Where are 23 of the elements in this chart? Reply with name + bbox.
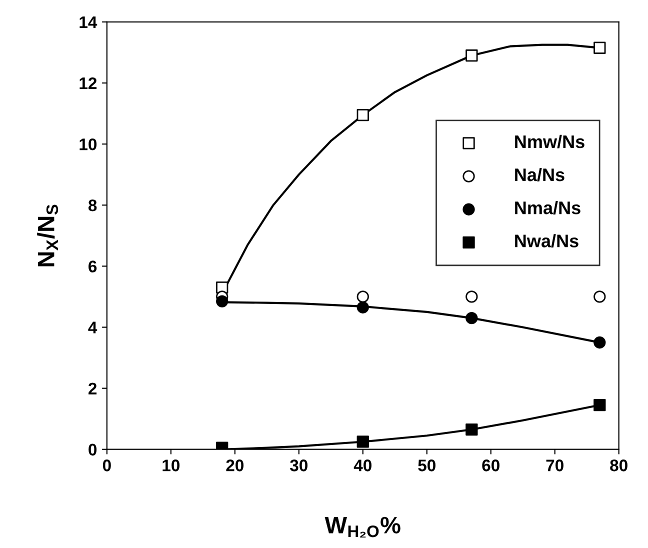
y-tick-label: 6: [88, 260, 97, 272]
y-tick-label: 0: [88, 444, 97, 456]
y-tick-label: 12: [80, 77, 97, 90]
x-tick-label: 0: [102, 460, 111, 472]
x-tick-label: 70: [546, 460, 564, 472]
legend-label: Nma/Ns: [515, 201, 580, 214]
x-tick-label: 40: [354, 460, 372, 472]
x-tick-label: 50: [418, 460, 436, 472]
x-tick-label: 20: [226, 460, 244, 472]
y-axis-title: N$_{X}$/N$_{S}$: [37, 204, 58, 266]
y-tick-label: 8: [88, 200, 97, 212]
x-tick-label: 60: [482, 460, 500, 472]
x-tick-label: 30: [290, 460, 308, 472]
legend-label: Na/Ns: [515, 168, 564, 182]
legend-label: Nwa/Ns: [515, 234, 578, 248]
legend-label: Nmw/Ns: [515, 134, 584, 148]
x-tick-label: 80: [610, 460, 628, 472]
y-tick-label: 10: [80, 138, 97, 150]
x-axis-title: W$_{H₂O}$%: [324, 516, 400, 538]
x-tick-label: 10: [162, 460, 180, 472]
y-tick-label: 14: [80, 16, 98, 28]
y-tick-label: 2: [88, 382, 97, 394]
y-tick-label: 4: [88, 322, 98, 334]
